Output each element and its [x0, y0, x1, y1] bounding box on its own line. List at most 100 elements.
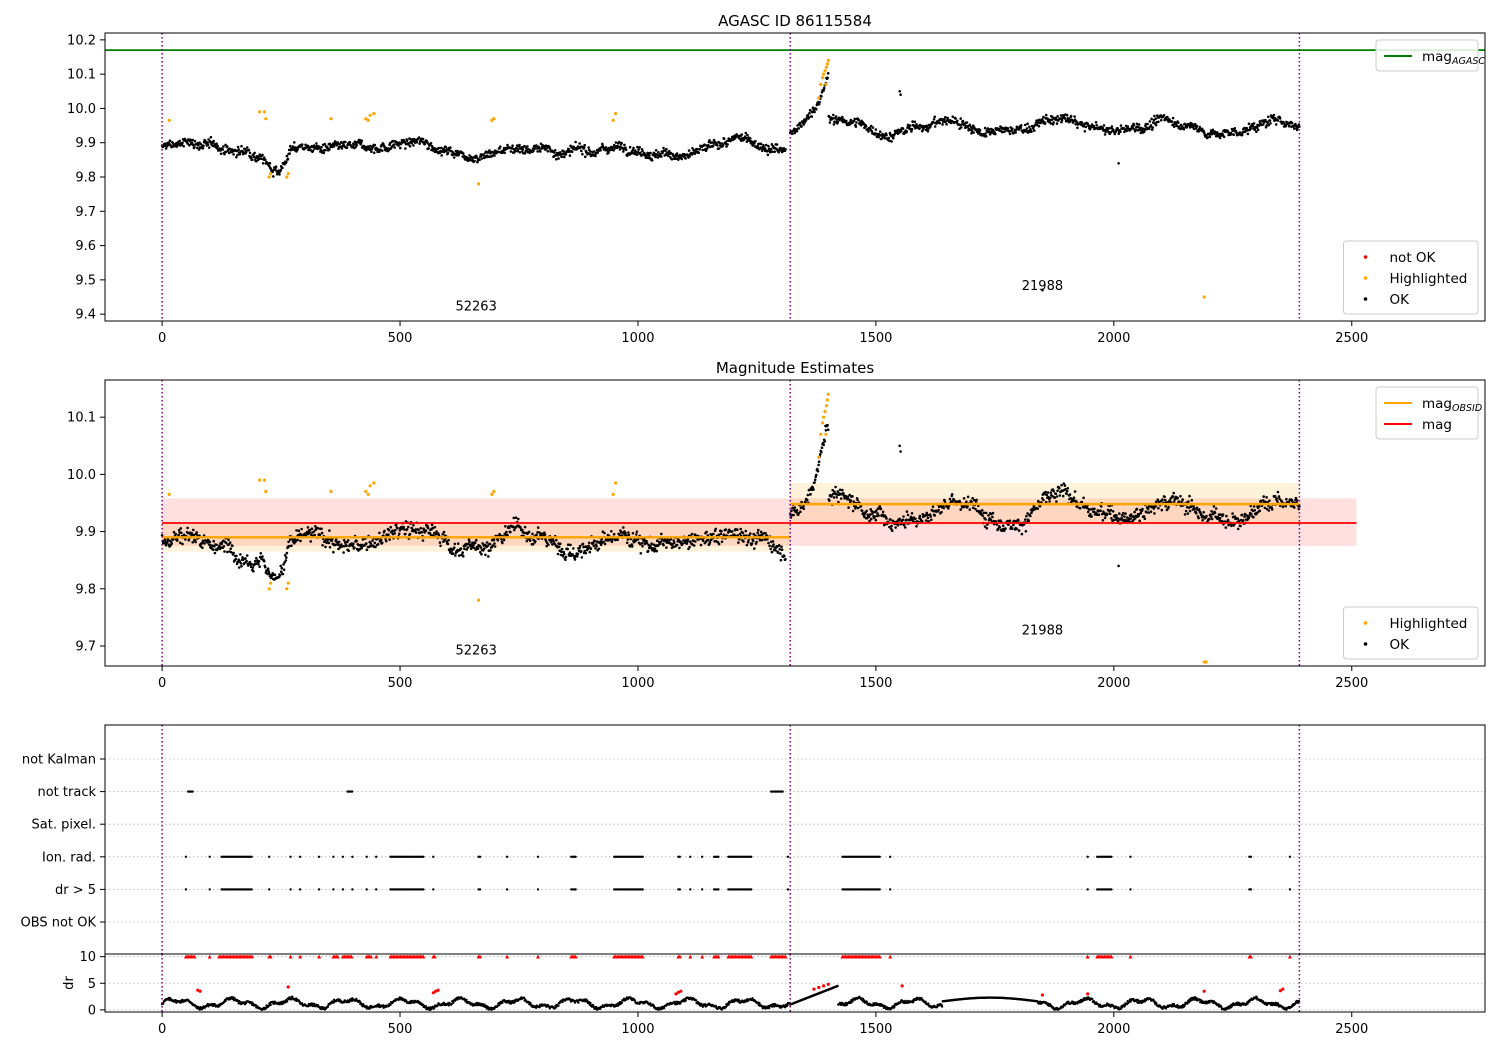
ok-point — [306, 530, 309, 534]
ok-point — [387, 533, 390, 536]
ok-point — [599, 543, 603, 547]
ok-point — [820, 450, 823, 454]
ok-point — [1151, 126, 1154, 129]
ok-point — [222, 145, 225, 148]
highlighted-point — [824, 404, 829, 408]
ok-point — [1240, 133, 1244, 136]
flag-point — [317, 888, 321, 891]
ok-point — [403, 528, 406, 531]
ok-point — [1268, 499, 1271, 503]
legend-label: Highlighted — [1390, 271, 1468, 287]
ok-point — [928, 126, 932, 129]
ok-point — [879, 130, 882, 133]
ok-point — [1094, 121, 1098, 124]
ok-point — [313, 533, 317, 537]
ok-point — [248, 151, 252, 155]
ok-point — [479, 546, 483, 549]
ok-point — [1115, 514, 1118, 517]
ok-point — [926, 516, 930, 520]
ok-point — [987, 514, 990, 517]
ok-point — [201, 546, 204, 549]
highlighted-point — [490, 492, 494, 496]
ok-point — [1175, 124, 1179, 128]
ok-point — [201, 539, 205, 543]
ok-point — [1182, 127, 1186, 131]
ok-point — [1153, 114, 1156, 118]
ok-point — [824, 429, 828, 432]
ok-point — [212, 539, 215, 543]
x-tick-label: 0 — [158, 331, 166, 346]
ok-point — [1051, 115, 1054, 119]
ok-point — [560, 155, 564, 159]
ok-point — [718, 141, 721, 145]
ok-point — [206, 541, 209, 544]
ok-point — [297, 529, 301, 532]
ok-point — [165, 541, 169, 544]
dr-point — [389, 1003, 392, 1006]
ok-point — [678, 546, 681, 550]
ok-point — [261, 162, 265, 165]
ok-point — [756, 531, 759, 535]
ok-point — [720, 529, 723, 533]
highlighted-point — [819, 432, 823, 436]
ok-point — [1172, 500, 1176, 503]
ok-point — [657, 543, 660, 547]
ok-point — [627, 533, 631, 537]
ok-point — [1093, 507, 1096, 511]
ok-point — [564, 555, 568, 559]
flag-point — [1129, 888, 1132, 891]
ok-point — [397, 144, 400, 147]
ok-point — [228, 541, 232, 544]
ok-point — [1110, 125, 1114, 128]
ok-point — [910, 130, 913, 133]
ok-point — [817, 463, 820, 467]
ok-point — [714, 527, 717, 531]
ok-point — [425, 139, 429, 143]
highlighted-point — [285, 587, 289, 591]
ok-point — [252, 570, 255, 573]
ok-point — [703, 143, 706, 146]
ok-point — [201, 146, 205, 150]
ok-point — [1083, 130, 1087, 133]
ok-point — [160, 534, 164, 537]
ok-point — [245, 146, 249, 149]
ok-point — [311, 149, 315, 153]
ok-point — [268, 572, 271, 575]
ok-point — [285, 556, 288, 559]
ok-point — [594, 547, 597, 550]
dr-point — [286, 1000, 289, 1003]
ok-point — [1285, 497, 1288, 501]
ok-point — [333, 543, 337, 547]
ok-point — [599, 149, 602, 152]
ok-point — [323, 142, 327, 146]
ok-point — [389, 525, 393, 529]
ok-point — [393, 528, 397, 532]
ok-point — [299, 539, 302, 543]
ok-point — [906, 513, 910, 517]
ok-point — [760, 538, 764, 542]
ok-point — [1187, 500, 1190, 503]
ok-point — [164, 543, 168, 547]
highlighted-point — [822, 415, 826, 419]
ok-point — [918, 514, 922, 518]
ok-point — [521, 148, 525, 151]
ok-point — [834, 115, 838, 118]
ok-point — [740, 133, 744, 136]
flag-point — [365, 855, 368, 858]
ok-point — [809, 492, 812, 496]
ok-point — [1056, 115, 1059, 118]
ok-point — [574, 140, 577, 144]
ok-point — [342, 143, 345, 146]
ok-point — [289, 144, 292, 148]
ok-point — [1134, 128, 1137, 132]
ok-point — [889, 527, 893, 530]
flag-point — [536, 888, 540, 891]
ok-point — [856, 506, 860, 510]
ok-point — [736, 528, 739, 531]
ok-point — [638, 146, 641, 149]
ok-point — [902, 515, 905, 518]
ok-point — [712, 532, 715, 536]
ok-point — [1193, 508, 1196, 511]
ok-point — [580, 556, 584, 559]
